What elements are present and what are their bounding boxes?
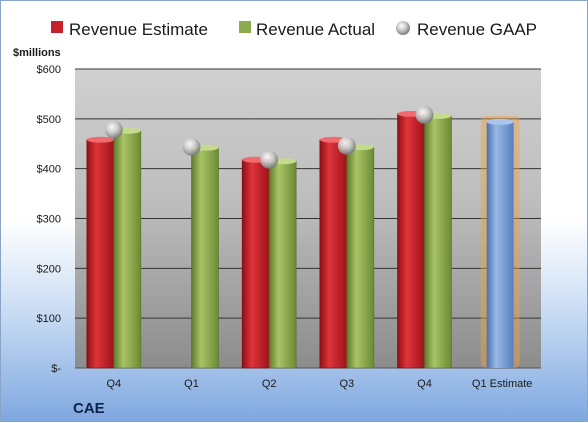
x-tick-label: Q3	[339, 378, 354, 390]
y-tick-label: $200	[37, 263, 61, 275]
bars	[86, 105, 520, 369]
legend-swatch-estimate	[51, 21, 63, 33]
gaap-marker	[182, 137, 201, 156]
bar-actual	[113, 130, 142, 369]
bar-actual	[191, 147, 219, 369]
legend: Revenue Estimate Revenue Actual Revenue …	[51, 20, 537, 39]
gaap-marker	[260, 150, 279, 169]
bar-forecast-cap	[486, 118, 514, 125]
x-axis-ticks: Q4 Q1 Q2 Q3 Q4 Q1 Estimate	[106, 378, 532, 390]
x-tick-label: Q1	[184, 378, 199, 390]
x-tick-label: Q2	[262, 378, 277, 390]
legend-swatch-gaap	[396, 21, 410, 35]
bar-forecast	[486, 121, 514, 368]
y-tick-label: $100	[37, 313, 61, 325]
y-axis-ticks: $- $100 $200 $300 $400 $500 $600	[37, 64, 62, 375]
y-axis-unit-label: $millions	[13, 47, 61, 59]
y-tick-label: $400	[37, 164, 61, 176]
legend-label-gaap: Revenue GAAP	[417, 20, 537, 39]
bar-estimate	[397, 113, 425, 369]
bar-actual	[268, 160, 297, 369]
company-label: CAE	[73, 400, 105, 417]
gaap-marker	[104, 120, 123, 139]
x-tick-label: Q4	[106, 378, 121, 390]
y-tick-label: $300	[37, 214, 61, 226]
gaap-marker	[337, 136, 356, 155]
legend-swatch-actual	[239, 21, 251, 33]
y-tick-label: $-	[51, 363, 61, 375]
bar-cap-estimate	[86, 136, 114, 143]
x-tick-label: Q4	[417, 378, 432, 390]
legend-label-estimate: Revenue Estimate	[69, 20, 208, 39]
bar-estimate	[86, 139, 115, 369]
gaap-marker	[415, 105, 434, 124]
y-tick-label: $600	[37, 64, 61, 76]
x-tick-label: Q1 Estimate	[472, 378, 533, 390]
bar-estimate	[241, 159, 270, 369]
bar-actual	[424, 115, 452, 369]
gridlines	[75, 68, 541, 369]
bar-actual	[346, 146, 375, 369]
bar-estimate	[319, 139, 348, 369]
y-tick-label: $500	[37, 114, 61, 126]
legend-label-actual: Revenue Actual	[256, 20, 375, 39]
